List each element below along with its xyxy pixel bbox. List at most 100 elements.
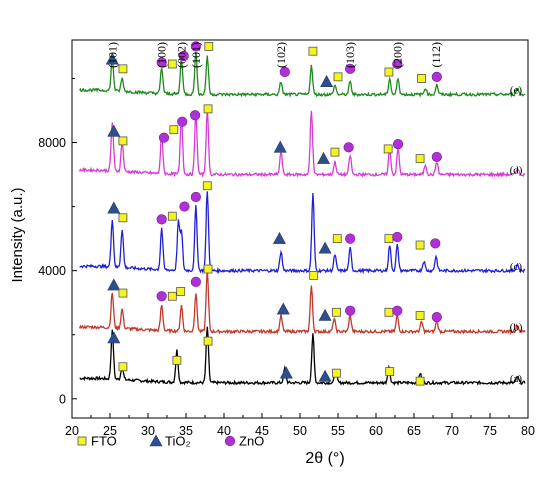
zno-marker: [177, 116, 188, 127]
series-label: (e): [510, 85, 523, 97]
zno-marker: [345, 233, 356, 244]
fto-marker: [332, 307, 341, 317]
tio2-marker: [318, 241, 332, 254]
tio2-marker: [318, 308, 332, 321]
fto-marker: [415, 154, 425, 163]
zno-marker: [345, 305, 356, 316]
plane-label: (200): [390, 42, 404, 68]
zno-marker: [431, 311, 442, 323]
fto-marker: [385, 367, 395, 376]
fto-marker: [169, 125, 179, 135]
plane-label: (101): [189, 42, 203, 68]
zno-marker: [156, 291, 167, 302]
plane-label: (102): [274, 42, 288, 68]
fto-marker: [415, 376, 425, 386]
zno-marker: [190, 41, 201, 52]
plot-frame: [71, 39, 529, 419]
plane-label: (002): [174, 42, 188, 68]
fto-marker: [176, 287, 186, 296]
fto-marker: [118, 362, 128, 372]
series-line-0: [79, 326, 526, 387]
x-tick-label: 35: [179, 424, 193, 438]
fto-marker: [203, 104, 213, 114]
series-line-4: [79, 51, 526, 98]
series-label: (b): [510, 322, 523, 334]
x-tick-label: 70: [445, 424, 459, 438]
fto-marker: [384, 234, 394, 244]
x-axis: 20 25 30 35 40 45 50 55 60 65 70 75 80: [65, 413, 535, 438]
zno-marker: [190, 191, 201, 203]
zno-marker: [156, 214, 167, 225]
fto-marker: [172, 355, 182, 365]
fto-marker: [384, 307, 394, 317]
fto-marker: [415, 311, 425, 320]
tio2-marker: [105, 52, 119, 65]
fto-marker: [118, 288, 128, 298]
plane-label: (112): [429, 42, 443, 68]
zno-marker: [345, 63, 356, 74]
x-tick-label: 20: [65, 424, 79, 438]
zno-marker: [179, 201, 190, 212]
marker-layer: [105, 41, 442, 386]
fto-marker: [203, 336, 213, 346]
tio2-marker: [107, 331, 121, 344]
zno-marker: [190, 110, 201, 121]
fto-marker: [383, 144, 393, 154]
fto-marker: [333, 72, 343, 82]
x-tick-label: 30: [141, 424, 155, 438]
tio2-marker: [107, 278, 121, 291]
fto-marker: [417, 74, 427, 83]
fto-marker: [332, 368, 341, 378]
fto-marker: [202, 181, 212, 191]
fto-marker: [167, 211, 177, 221]
x-tick-label: 65: [407, 424, 421, 438]
zno-marker: [224, 435, 236, 447]
fto-marker: [118, 213, 128, 223]
x-tick-label: 60: [369, 424, 383, 438]
zno-marker: [158, 132, 170, 143]
fto-marker: [332, 234, 342, 244]
x-tick-label: 80: [521, 424, 535, 438]
plane-labels: (101) (100) (002) (101) (102) (103) (200) (112): [105, 42, 443, 68]
fto-marker: [167, 59, 177, 69]
zno-marker: [279, 66, 290, 78]
zno-marker: [392, 58, 403, 70]
series-line-2: [79, 191, 526, 275]
fto-marker: [203, 264, 213, 274]
zno-marker: [343, 142, 354, 153]
fto-marker: [118, 64, 128, 74]
series-label: (a): [510, 373, 523, 385]
zno-marker: [430, 238, 441, 249]
fto-marker: [330, 147, 340, 157]
zno-marker: [392, 139, 404, 150]
y-tick-label: 0: [59, 392, 66, 406]
x-axis-title: 2θ (°): [305, 450, 344, 467]
tio2-marker: [320, 75, 334, 87]
plane-label: (101): [105, 42, 119, 68]
y-axis-title: Intensity (a.u.): [9, 187, 26, 282]
tio2-marker: [107, 201, 121, 214]
y-axis: 0 4000 8000: [38, 77, 77, 406]
legend-label: FTO: [91, 434, 117, 449]
x-tick-label: 75: [483, 424, 497, 438]
series-label: (d): [510, 165, 523, 177]
x-tick-label: 55: [331, 424, 345, 438]
legend-label: TiO₂: [165, 434, 191, 449]
series-layer: (a) (b) (c) (d) (e): [78, 51, 526, 387]
tio2-marker: [318, 369, 332, 382]
fto-marker: [308, 46, 318, 56]
series-line-3: [78, 109, 526, 179]
legend-label: ZnO: [239, 434, 264, 449]
series-line-1: [78, 269, 526, 336]
tio2-marker: [272, 231, 286, 244]
plane-label: (100): [155, 42, 169, 68]
zno-marker: [431, 151, 442, 163]
plot-border: [71, 39, 529, 419]
zno-marker: [431, 71, 442, 82]
fto-marker: [309, 271, 319, 280]
x-tick-label: 40: [217, 424, 231, 438]
tio2-marker: [279, 366, 293, 379]
y-tick-label: 4000: [38, 264, 66, 278]
tio2-marker: [107, 124, 121, 137]
tio2-marker: [273, 140, 287, 153]
